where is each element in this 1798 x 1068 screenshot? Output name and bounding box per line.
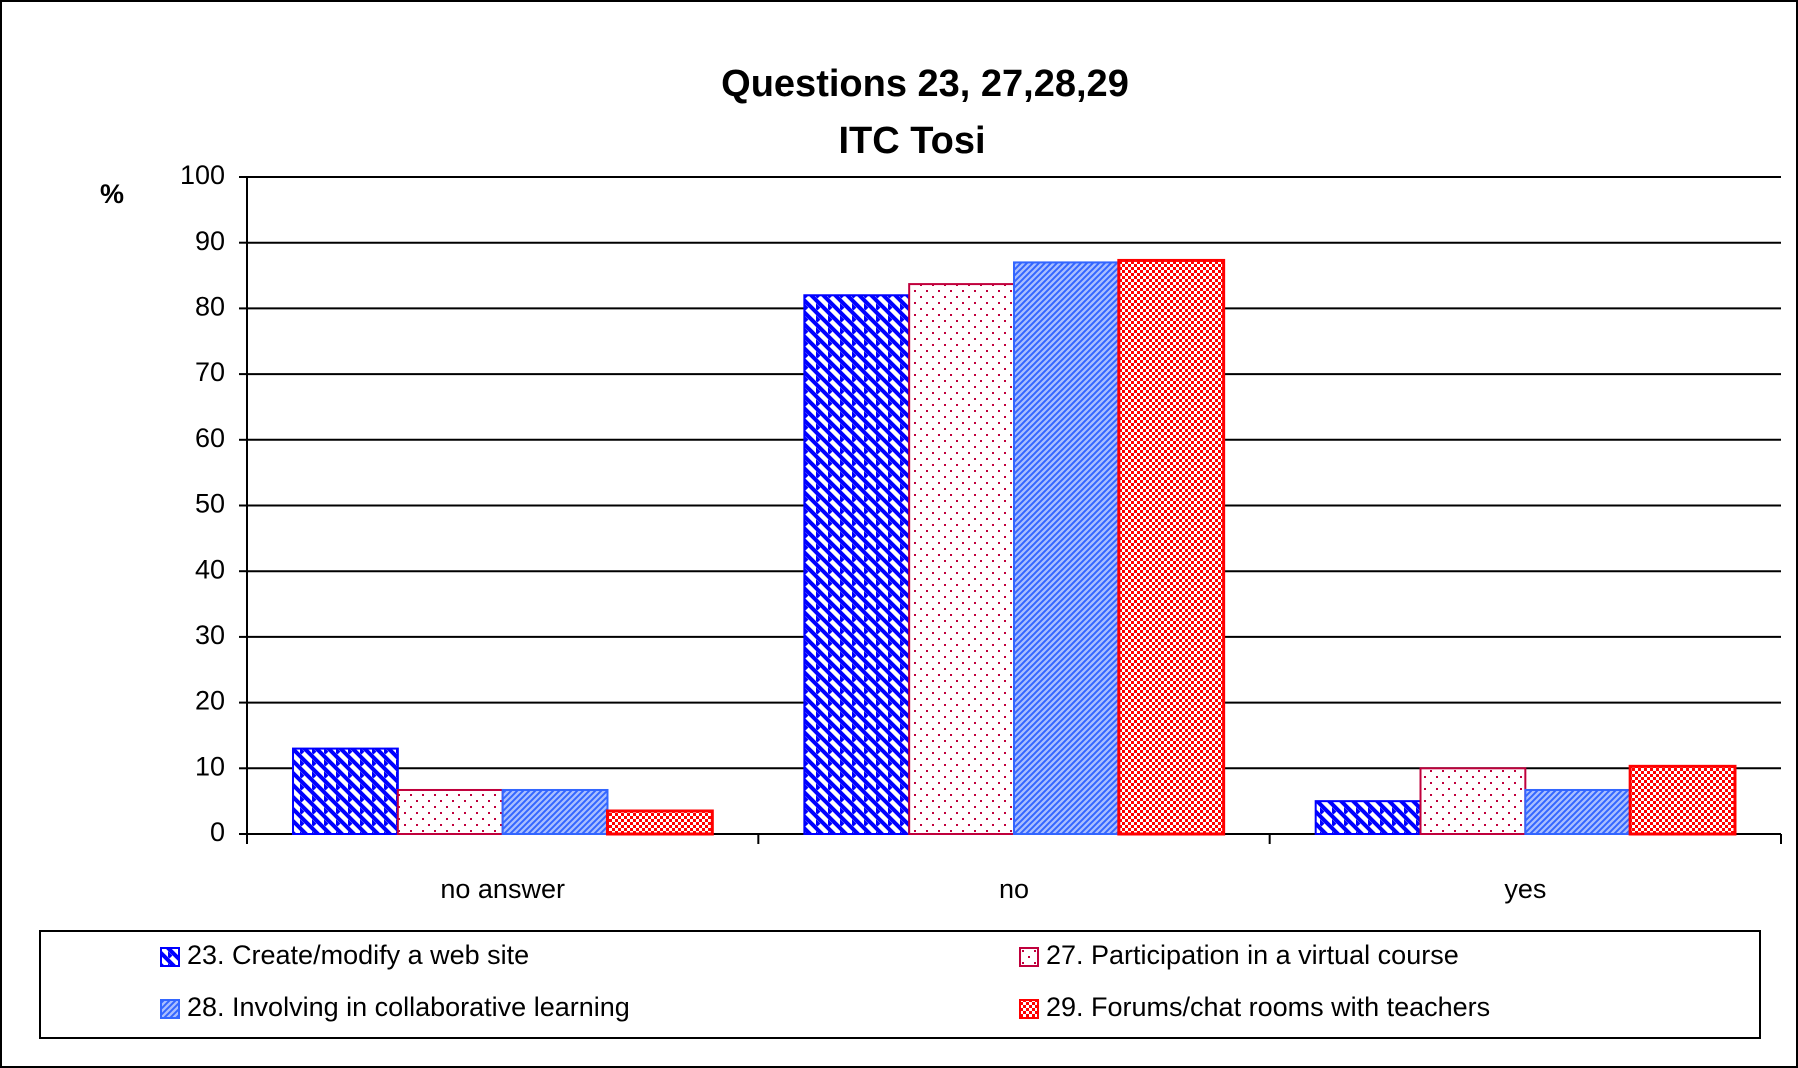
bar: [1013, 261, 1120, 836]
y-tick-label: 60: [195, 423, 225, 453]
bar: [396, 788, 504, 836]
y-tick-label: 0: [210, 817, 225, 847]
bar: [605, 809, 714, 836]
legend-box: [39, 930, 1761, 1039]
y-tick-label: 100: [180, 160, 225, 190]
chart-subtitle: ITC Tosi: [838, 120, 985, 162]
bar: [501, 788, 609, 836]
bar: [908, 283, 1016, 835]
bar: [1628, 764, 1737, 836]
y-tick-label: 40: [195, 554, 225, 584]
legend-swatch: [160, 947, 180, 967]
legend-label: 27. Participation in a virtual course: [1046, 940, 1459, 970]
x-tick-label: yes: [1504, 874, 1546, 904]
y-tick-label: 50: [195, 489, 225, 519]
bar: [1419, 767, 1527, 835]
bar: [803, 294, 911, 835]
legend-swatch: [160, 999, 180, 1019]
legend-swatch: [1019, 947, 1039, 967]
y-tick-label: 30: [195, 620, 225, 650]
y-tick-label: 80: [195, 292, 225, 322]
y-tick-label: 90: [195, 226, 225, 256]
y-axis-label: %: [100, 179, 124, 209]
legend-swatch: [1019, 999, 1039, 1019]
bar: [1117, 258, 1226, 836]
chart-title: Questions 23, 27,28,29: [721, 63, 1129, 105]
y-tick-label: 20: [195, 686, 225, 716]
y-tick-label: 70: [195, 357, 225, 387]
x-tick-label: no: [999, 874, 1029, 904]
y-tick-label: 10: [195, 751, 225, 781]
bar: [1524, 788, 1632, 836]
x-tick-label: no answer: [440, 874, 565, 904]
legend-label: 29. Forums/chat rooms with teachers: [1046, 992, 1490, 1022]
bar: [292, 747, 399, 836]
legend-label: 23. Create/modify a web site: [187, 940, 529, 970]
bar: [1314, 800, 1422, 836]
legend-label: 28. Involving in collaborative learning: [187, 992, 630, 1022]
